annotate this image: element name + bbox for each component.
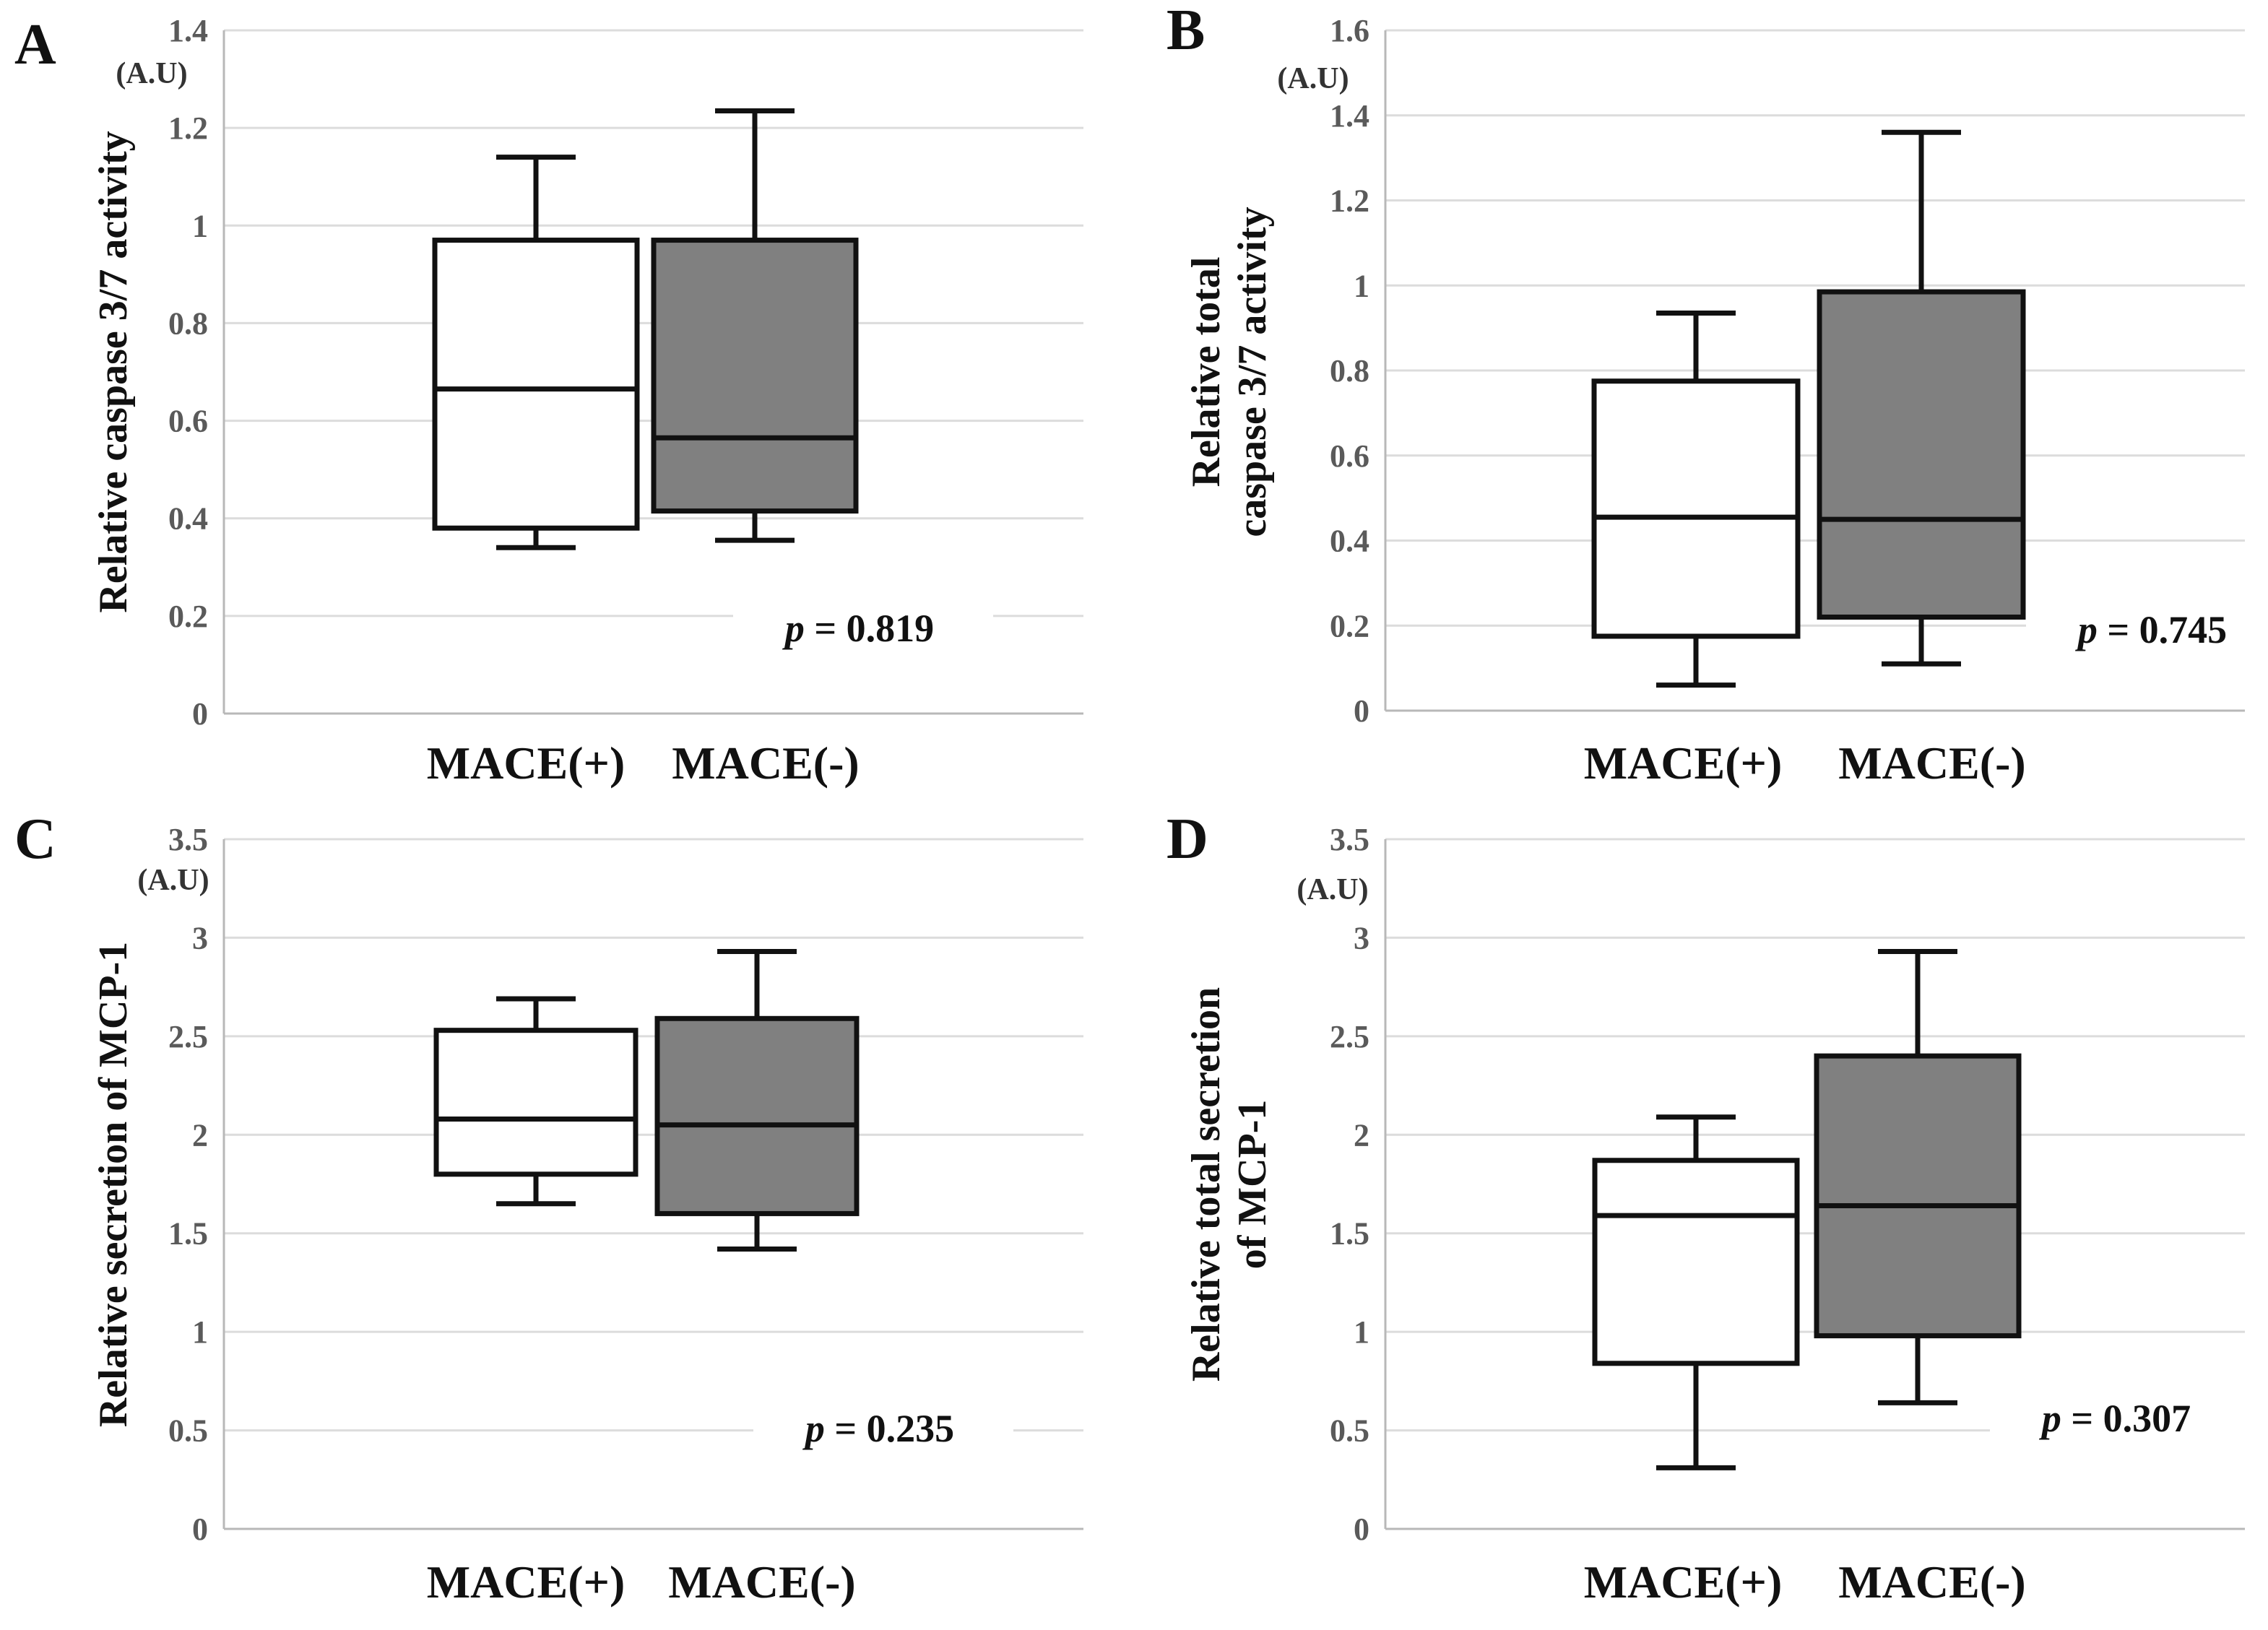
box-mace-pos [433,996,639,1207]
box-body [1817,289,2026,620]
category-label: MACE(+) [1584,737,1783,789]
box-body [654,1015,860,1216]
y-tick-label: 3.5 [168,822,208,857]
y-axis-label-line: caspase 3/7 activity [1230,207,1275,537]
category-label: MACE(-) [668,1556,855,1608]
y-tick-label: 0.4 [1330,524,1369,559]
y-tick-label: 1.5 [1330,1216,1369,1252]
p-symbol: p [2075,608,2098,651]
box-body [1591,378,1801,639]
p-symbol: p [802,1407,825,1450]
y-tick-label: 1.4 [168,13,208,48]
y-tick-label: 3 [1354,920,1369,955]
category-label: MACE(-) [672,737,859,789]
box-mace-pos [432,155,640,550]
y-axis-label: Relative totalcaspase 3/7 activity [1184,207,1275,537]
y-axis-label-line: Relative secretion of MCP-1 [91,942,136,1427]
unit-label: (A.U) [116,57,187,90]
y-tick-label: 0 [192,696,208,732]
p-value-text: = 0.235 [825,1407,954,1450]
box-mace-neg [654,949,860,1252]
y-axis-label-line: Relative total [1184,257,1229,487]
unit-label: (A.U) [1277,62,1349,95]
y-tick-label: 1 [1354,268,1369,303]
y-axis-label: Relative caspase 3/7 activity [91,131,136,612]
y-axis-label: Relative total secretionof MCP-1 [1184,987,1275,1382]
y-tick-label: 2 [192,1117,208,1153]
panel-letter: D [1167,807,1208,871]
y-tick-label: 1.2 [168,110,208,146]
y-tick-label: 0.5 [168,1413,208,1449]
box-body [433,1028,639,1177]
y-tick-label: 0 [192,1512,208,1547]
p-value-background [733,604,993,654]
box-mace-neg [651,108,859,543]
box-body [651,238,859,514]
y-axis-label-line: of MCP-1 [1230,1100,1275,1270]
box-mace-neg [1817,129,2026,667]
y-tick-label: 0.5 [1330,1413,1369,1449]
y-tick-label: 1.6 [1330,13,1369,48]
p-symbol: p [2039,1397,2061,1440]
category-label: MACE(-) [1838,737,2025,789]
y-tick-label: 0.2 [168,599,208,634]
panel-letter: C [14,807,56,871]
y-tick-label: 0.6 [168,404,208,439]
p-value-background [753,1404,1013,1455]
p-value-text: = 0.307 [2061,1397,2191,1440]
p-value-text: = 0.745 [2098,608,2227,651]
y-tick-label: 1.2 [1330,183,1369,219]
panel-letter: A [14,13,56,77]
y-tick-label: 1 [192,1314,208,1350]
unit-label: (A.U) [137,864,209,897]
panel-letter: B [1167,0,1205,62]
y-tick-label: 0.2 [1330,608,1369,643]
y-tick-label: 0.6 [1330,438,1369,474]
y-tick-label: 0 [1354,693,1369,729]
y-axis-label-line: Relative total secretion [1184,987,1229,1382]
unit-label: (A.U) [1297,873,1368,906]
p-value: p = 0.307 [2039,1397,2191,1440]
box-mace-neg [1814,949,2022,1405]
y-tick-label: 1 [1354,1314,1369,1350]
y-tick-label: 2.5 [168,1019,208,1054]
box-body [432,238,640,531]
y-tick-label: 0.4 [168,501,208,537]
box-body [1592,1158,1800,1366]
box-body [1814,1053,2022,1339]
category-label: MACE(+) [1584,1556,1783,1608]
panel-b: B 0 0.2 0.4 0.6 0.8 1 1.2 1.4 1.6 (A.U) Relative to… [1167,0,2268,789]
box-mace-pos [1592,1114,1800,1470]
p-value: p = 0.235 [802,1407,954,1450]
y-tick-label: 1.4 [1330,98,1369,134]
category-label: MACE(-) [1838,1556,2025,1608]
y-axis-label-line: Relative caspase 3/7 activity [91,131,136,612]
box-mace-pos [1591,311,1801,688]
p-value-background [1990,1394,2250,1444]
y-tick-label: 1 [192,208,208,243]
panel-d: D 0 0.5 1 1.5 2 2.5 3 3.5 (A.U) Relative total sec… [1167,807,2250,1608]
panel-c: C 0 0.5 1 1.5 2 2.5 3 3.5 (A.U) Relative secretion… [14,807,1083,1608]
y-tick-label: 0 [1354,1512,1369,1547]
y-tick-label: 3.5 [1330,822,1369,857]
y-tick-label: 0.8 [1330,353,1369,389]
category-label: MACE(+) [427,737,626,789]
y-tick-label: 2.5 [1330,1019,1369,1054]
p-symbol: p [782,607,805,650]
p-value-background [2026,605,2268,656]
category-label: MACE(+) [427,1556,626,1608]
y-tick-label: 3 [192,920,208,955]
p-value-text: = 0.819 [805,607,934,650]
y-tick-label: 2 [1354,1117,1369,1153]
y-axis-label: Relative secretion of MCP-1 [91,942,136,1427]
p-value: p = 0.745 [2075,608,2227,651]
y-tick-label: 1.5 [168,1216,208,1252]
p-value: p = 0.819 [782,607,934,650]
y-tick-label: 0.8 [168,305,208,341]
panel-a: A 0 0.2 0.4 0.6 0.8 1 1.2 1.4 (A.U) Relative caspa… [14,13,1083,789]
